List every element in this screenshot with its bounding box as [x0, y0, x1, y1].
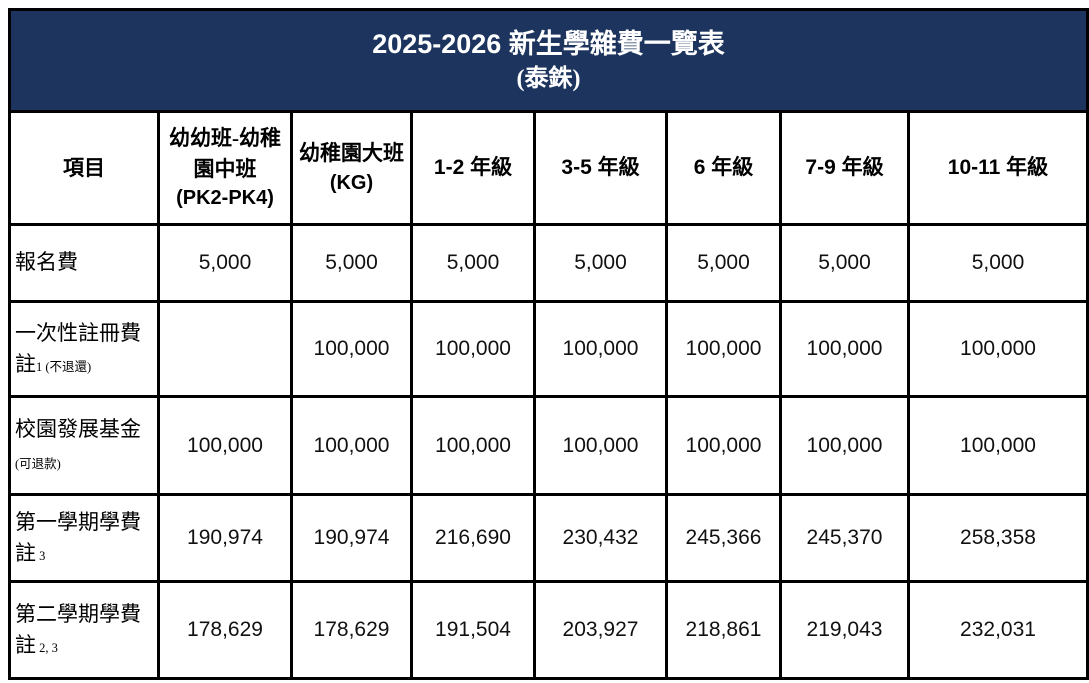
fee-cell: 100,000 [290, 395, 413, 496]
col-header-grade-7-9: 7-9 年級 [779, 110, 910, 226]
row-label: 第二學期學費 [15, 601, 141, 626]
row-label-cell: 報名費 [8, 223, 160, 303]
fee-cell: 100,000 [410, 300, 536, 398]
fee-cell: 100,000 [410, 395, 536, 496]
col-header-label: 幼稚園大班 [299, 141, 404, 166]
row-label: 一次性註冊費 [15, 320, 141, 345]
col-header-sublabel: (KG) [329, 171, 374, 194]
fee-cell: 190,974 [157, 493, 293, 583]
col-header-label: 幼幼班-幼稚園中班 [169, 126, 281, 181]
fee-cell: 191,504 [410, 580, 536, 680]
fee-cell: 219,043 [779, 580, 910, 680]
col-header-label: 3-5 年級 [561, 155, 640, 179]
row-note: 註 2, 3 [15, 633, 58, 657]
fee-cell: 203,927 [533, 580, 668, 680]
col-header-label: 10-11 年級 [947, 155, 1049, 179]
col-header-kg: 幼稚園大班 (KG) [290, 110, 413, 226]
row-note: (可退款) [15, 456, 61, 471]
fee-cell: 5,000 [907, 223, 1089, 303]
col-header-label: 6 年級 [693, 155, 754, 179]
row-label: 第一學期學費 [15, 509, 141, 534]
row-label-cell: 第一學期學費 註 3 [8, 493, 160, 583]
table-row-application-fee: 報名費 5,000 5,000 5,000 5,000 5,000 5,000 … [8, 223, 1089, 303]
fee-cell: 216,690 [410, 493, 536, 583]
row-note: 註1 (不退還) [15, 352, 92, 376]
table-subtitle-currency: (泰銖) [516, 66, 581, 93]
fee-cell [157, 300, 293, 398]
table-row-second-semester-tuition: 第二學期學費 註 2, 3 178,629 178,629 191,504 20… [8, 580, 1089, 680]
table-row-development-fund: 校園發展基金 (可退款) 100,000 100,000 100,000 100… [8, 395, 1089, 496]
fee-cell: 100,000 [157, 395, 293, 496]
fee-cell: 100,000 [665, 300, 782, 398]
fee-cell: 5,000 [533, 223, 668, 303]
fee-cell: 190,974 [290, 493, 413, 583]
fee-cell: 5,000 [779, 223, 910, 303]
col-header-grade-3-5: 3-5 年級 [533, 110, 668, 226]
fee-cell: 100,000 [779, 300, 910, 398]
fee-cell: 100,000 [907, 395, 1089, 496]
row-label-cell: 校園發展基金 (可退款) [8, 395, 160, 496]
col-header-grade-1-2: 1-2 年級 [410, 110, 536, 226]
col-header-label: 7-9 年級 [805, 155, 884, 179]
table-row-first-semester-tuition: 第一學期學費 註 3 190,974 190,974 216,690 230,4… [8, 493, 1089, 583]
row-label-cell: 一次性註冊費 註1 (不退還) [8, 300, 160, 398]
row-label: 校園發展基金 [15, 417, 141, 441]
fee-cell: 232,031 [907, 580, 1089, 680]
row-label-cell: 第二學期學費 註 2, 3 [8, 580, 160, 680]
fee-cell: 258,358 [907, 493, 1089, 583]
col-header-pk2-pk4: 幼幼班-幼稚園中班 (PK2-PK4) [157, 110, 293, 226]
fee-cell: 100,000 [779, 395, 910, 496]
fee-cell: 245,370 [779, 493, 910, 583]
row-label: 報名費 [15, 250, 78, 275]
col-header-grade-6: 6 年級 [665, 110, 782, 226]
row-note: 註 3 [15, 541, 46, 565]
fee-cell: 5,000 [157, 223, 293, 303]
table-row-registration-fee: 一次性註冊費 註1 (不退還) 100,000 100,000 100,000 … [8, 300, 1089, 398]
fee-cell: 5,000 [290, 223, 413, 303]
table-title: 2025-2026 新生學雜費一覽表 [372, 29, 725, 60]
fee-cell: 100,000 [907, 300, 1089, 398]
col-header-sublabel: (PK2-PK4) [176, 186, 274, 209]
col-header-label: 項目 [63, 155, 105, 180]
fee-cell: 100,000 [665, 395, 782, 496]
fee-cell: 100,000 [533, 300, 668, 398]
fee-cell: 100,000 [290, 300, 413, 398]
fee-cell: 5,000 [665, 223, 782, 303]
col-header-label: 1-2 年級 [433, 155, 513, 179]
fee-cell: 5,000 [410, 223, 536, 303]
fee-table: 2025-2026 新生學雜費一覽表 (泰銖) 項目 幼幼班-幼稚園中班 (PK… [8, 8, 1089, 680]
fee-cell: 178,629 [157, 580, 293, 680]
fee-cell: 178,629 [290, 580, 413, 680]
fee-cell: 245,366 [665, 493, 782, 583]
fee-cell: 218,861 [665, 580, 782, 680]
col-header-item: 項目 [8, 110, 160, 226]
fee-cell: 100,000 [533, 395, 668, 496]
col-header-grade-10-11: 10-11 年級 [907, 110, 1089, 226]
table-title-banner: 2025-2026 新生學雜費一覽表 (泰銖) [8, 8, 1089, 113]
column-header-row: 項目 幼幼班-幼稚園中班 (PK2-PK4) 幼稚園大班 (KG) 1-2 年級… [8, 110, 1089, 226]
table-title-row: 2025-2026 新生學雜費一覽表 (泰銖) [8, 8, 1089, 113]
fee-cell: 230,432 [533, 493, 668, 583]
